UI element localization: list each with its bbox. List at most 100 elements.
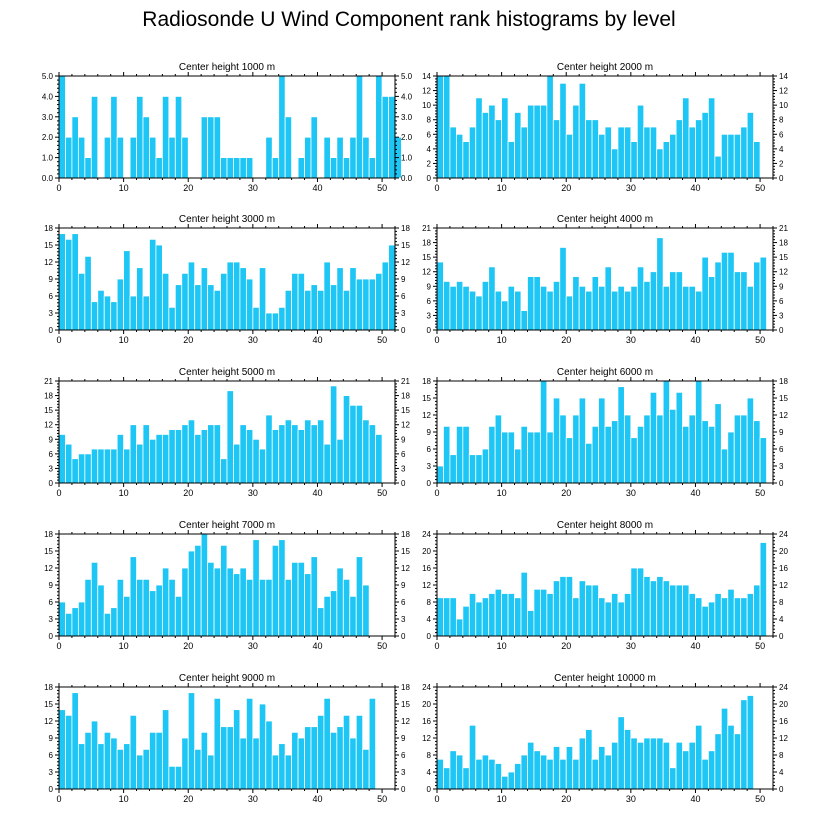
y-tick-label-right: 0: [779, 785, 784, 794]
panel-title: Center height 4000 m: [557, 214, 653, 225]
bar: [727, 724, 735, 790]
bar: [707, 601, 716, 637]
y-tick-label-right: 20: [779, 547, 788, 556]
bar: [226, 157, 234, 179]
bar: [598, 397, 606, 484]
y-tick-label: 9: [49, 734, 54, 743]
bar: [455, 133, 464, 179]
bar: [662, 141, 671, 179]
bar: [304, 419, 312, 484]
bar: [701, 605, 709, 637]
bar: [565, 133, 574, 179]
bar: [239, 267, 247, 331]
bar: [271, 429, 280, 484]
bar: [355, 278, 364, 331]
y-tick-label-right: 1.0: [401, 154, 413, 163]
bar: [649, 737, 658, 790]
bar: [123, 448, 131, 484]
bar: [213, 289, 221, 331]
x-tick-label: 10: [497, 488, 507, 498]
bar: [714, 593, 722, 637]
bar: [617, 716, 625, 790]
bar: [265, 720, 273, 790]
bar: [317, 714, 325, 790]
y-tick-label: 18: [44, 530, 53, 539]
x-tick-label: 40: [312, 183, 322, 193]
bar: [181, 567, 189, 637]
x-tick-label: 30: [248, 641, 258, 651]
bar: [90, 301, 99, 331]
bar: [727, 588, 735, 637]
y-tick-label: 21: [44, 377, 53, 386]
bar: [649, 580, 658, 637]
bar: [559, 576, 567, 637]
bar: [278, 743, 286, 790]
bar: [578, 397, 587, 484]
y-tick-label: 6: [427, 445, 432, 454]
bar: [233, 573, 241, 637]
bar: [310, 556, 318, 637]
bar: [552, 580, 561, 637]
bar: [636, 104, 645, 179]
bar: [649, 126, 658, 179]
bar: [220, 726, 228, 790]
bar: [220, 272, 228, 331]
y-tick-label-right: 18: [779, 377, 788, 386]
x-tick-label: 20: [561, 183, 571, 193]
y-tick-label-right: 0: [779, 174, 784, 183]
y-tick-label: 3: [49, 768, 54, 777]
bar: [701, 758, 709, 790]
y-tick-label: 4: [427, 615, 432, 624]
bar: [278, 75, 286, 179]
bar: [136, 443, 144, 484]
bar: [71, 458, 79, 484]
bar: [142, 116, 150, 179]
bar: [630, 737, 638, 790]
panel-1: Center height 1000 m 0.0 0.0 1.0 1.0 2.0 2.0 3.…: [42, 62, 413, 193]
bar: [591, 425, 599, 484]
bar: [688, 126, 696, 179]
bar: [149, 136, 157, 179]
x-tick-label: 50: [377, 488, 387, 498]
bar: [662, 580, 671, 637]
bar: [77, 743, 86, 790]
bar: [97, 289, 105, 331]
bar: [213, 567, 221, 637]
bar: [284, 578, 293, 637]
bar: [90, 561, 99, 637]
y-tick-label-right: 0: [401, 326, 406, 335]
x-tick-label: 30: [626, 183, 636, 193]
y-tick-label: 3.0: [42, 113, 54, 122]
y-tick-label: 10: [422, 101, 431, 110]
bar: [97, 448, 105, 484]
bar: [520, 126, 528, 179]
bar: [342, 578, 351, 637]
bar: [611, 420, 619, 484]
bar: [623, 414, 632, 484]
bar: [233, 157, 241, 179]
bar: [174, 429, 183, 484]
y-tick-label-right: 0: [779, 326, 784, 335]
bar: [368, 697, 377, 790]
y-tick-label: 3: [49, 615, 54, 624]
bar: [168, 429, 176, 484]
y-tick-label-right: 8: [779, 598, 784, 607]
y-tick-label: 0: [49, 785, 54, 794]
x-tick-label: 50: [755, 183, 765, 193]
bar: [527, 741, 535, 790]
bar: [578, 580, 587, 637]
y-tick-label-right: 0.0: [401, 174, 413, 183]
bar: [362, 748, 370, 790]
y-tick-label-right: 12: [779, 581, 788, 590]
bar: [245, 429, 254, 484]
bar: [494, 119, 503, 179]
bar: [740, 414, 748, 484]
bar: [129, 136, 137, 179]
bar: [116, 136, 125, 179]
bar: [168, 578, 176, 637]
bar: [539, 380, 548, 484]
bar: [546, 75, 554, 179]
